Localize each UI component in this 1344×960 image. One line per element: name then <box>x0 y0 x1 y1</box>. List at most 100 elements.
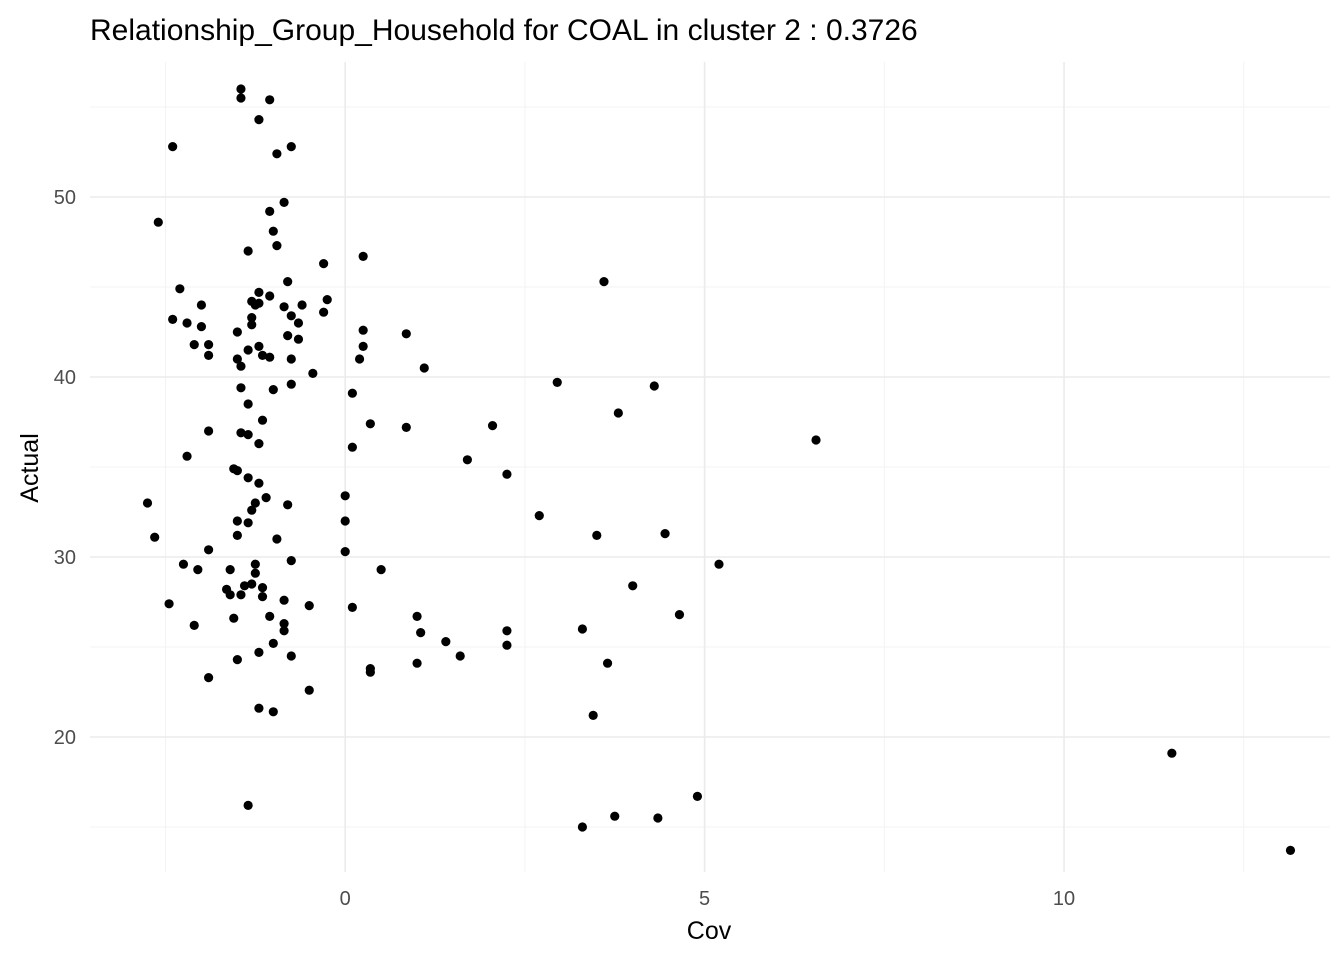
data-point <box>297 300 307 310</box>
data-point <box>247 579 257 589</box>
major-gridlines <box>90 62 1330 872</box>
data-point <box>168 314 178 324</box>
chart-title: Relationship_Group_Household for COAL in… <box>90 14 918 47</box>
data-point <box>250 568 260 578</box>
data-point <box>261 493 271 503</box>
data-point <box>401 329 411 339</box>
data-point <box>534 510 544 521</box>
data-point <box>577 822 588 832</box>
data-point <box>243 345 253 355</box>
data-point <box>674 610 685 620</box>
data-point <box>189 620 199 631</box>
data-point <box>304 601 314 611</box>
data-point <box>236 93 246 103</box>
data-point <box>175 284 185 294</box>
data-point <box>243 800 253 811</box>
data-point <box>182 318 192 328</box>
data-point <box>610 811 620 821</box>
data-point <box>257 583 268 593</box>
data-point <box>254 115 264 125</box>
y-axis-title: Actual <box>16 433 44 502</box>
data-point <box>272 149 282 159</box>
data-point <box>196 300 207 310</box>
data-point <box>272 534 282 544</box>
data-point <box>592 530 602 541</box>
data-point <box>178 559 189 569</box>
data-point <box>243 518 253 528</box>
x-tick-label: 0 <box>340 888 351 910</box>
data-point <box>232 466 242 476</box>
data-point <box>304 685 314 695</box>
data-point <box>236 84 246 94</box>
data-point <box>358 341 368 351</box>
data-point <box>419 363 429 373</box>
data-point <box>365 667 375 677</box>
data-point <box>182 451 192 461</box>
data-point <box>319 259 329 269</box>
data-point <box>441 637 451 647</box>
data-point <box>340 547 350 557</box>
data-point <box>153 217 163 227</box>
data-point <box>268 638 278 649</box>
data-point <box>365 419 375 429</box>
data-point <box>236 428 246 438</box>
data-point <box>358 251 368 261</box>
data-point <box>229 613 239 623</box>
data-point <box>236 590 246 600</box>
data-point <box>279 595 289 605</box>
data-point <box>286 556 296 566</box>
data-point <box>286 651 296 661</box>
data-point <box>416 628 426 638</box>
data-point <box>239 581 250 591</box>
data-point <box>254 439 264 449</box>
data-point <box>455 651 465 661</box>
data-point <box>322 295 332 305</box>
data-point <box>279 626 289 636</box>
data-point <box>279 619 289 629</box>
data-point <box>254 341 264 351</box>
data-point <box>588 710 598 721</box>
x-axis-tick-labels: 0 5 10 <box>340 888 1076 910</box>
data-point <box>243 473 253 483</box>
data-point <box>272 241 282 251</box>
data-point <box>347 602 357 613</box>
y-tick-label: 50 <box>54 187 76 209</box>
data-point <box>265 291 275 301</box>
data-point <box>354 354 365 364</box>
data-point <box>250 559 260 569</box>
data-point <box>283 331 293 341</box>
data-point <box>247 505 257 515</box>
data-point <box>250 498 260 508</box>
data-point <box>257 350 268 360</box>
data-point <box>293 334 304 344</box>
data-point <box>204 340 214 350</box>
data-point <box>283 500 293 510</box>
data-point <box>283 277 293 287</box>
x-tick-label: 5 <box>699 888 710 910</box>
data-point <box>225 565 235 575</box>
data-point <box>232 655 242 665</box>
data-point <box>254 647 264 658</box>
data-point <box>247 313 257 323</box>
data-point <box>204 350 214 360</box>
data-point <box>319 307 329 317</box>
data-point <box>347 442 357 452</box>
data-point <box>502 640 512 650</box>
data-point <box>279 197 289 207</box>
data-point <box>1285 845 1296 856</box>
data-point <box>660 529 670 539</box>
data-point <box>293 318 304 328</box>
data-point <box>358 325 368 335</box>
data-point <box>150 532 160 542</box>
data-point <box>286 354 296 364</box>
data-point <box>243 399 253 409</box>
data-point <box>232 354 242 364</box>
data-point <box>164 599 174 609</box>
data-point <box>692 791 703 802</box>
data-point <box>628 581 638 591</box>
data-point <box>286 379 296 389</box>
data-point <box>412 658 422 668</box>
data-point <box>236 383 246 393</box>
data-point <box>204 673 214 683</box>
minor-gridlines <box>90 62 1330 872</box>
